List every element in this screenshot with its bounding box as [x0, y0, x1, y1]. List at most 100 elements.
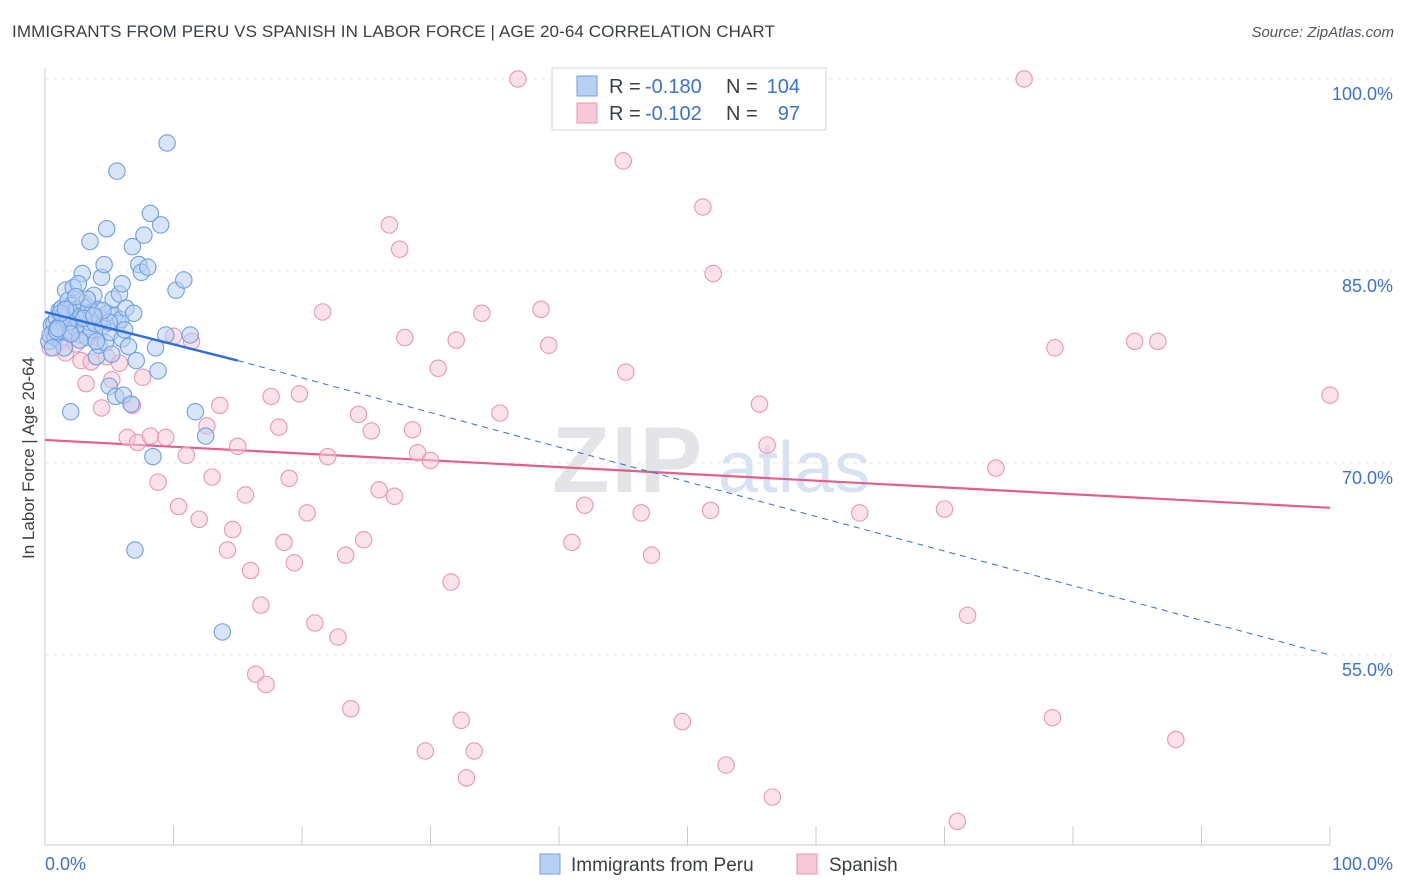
- point-peru: [43, 339, 62, 357]
- point-spanish: [457, 769, 476, 787]
- point-spanish: [1046, 339, 1064, 357]
- point-spanish: [190, 510, 208, 529]
- point-spanish: [750, 395, 769, 413]
- point-spanish: [408, 444, 427, 462]
- series-peru: [40, 134, 232, 641]
- point-peru: [149, 362, 167, 380]
- point-spanish: [396, 328, 414, 347]
- axes: [44, 68, 1331, 846]
- point-spanish: [92, 399, 111, 417]
- point-peru: [135, 226, 153, 244]
- point-peru: [139, 258, 157, 276]
- point-spanish: [318, 447, 337, 466]
- source-label: Source: ZipAtlas.com: [1251, 24, 1394, 41]
- legend-swatch-spanish: [576, 102, 598, 124]
- y-tick-label-100: 100.0%: [1332, 84, 1393, 104]
- point-spanish: [223, 520, 242, 539]
- legend-r-label-peru: R =: [609, 76, 641, 98]
- point-spanish: [694, 198, 712, 216]
- point-peru: [141, 204, 160, 223]
- point-peru: [124, 304, 143, 322]
- legend-r-value-peru: -0.180: [645, 76, 702, 98]
- point-spanish: [701, 501, 720, 520]
- point-spanish: [236, 486, 255, 504]
- point-spanish: [717, 756, 735, 774]
- legend-r-value-spanish: -0.102: [645, 103, 702, 125]
- point-peru: [97, 220, 116, 238]
- bottom-legend: Immigrants from Peru Spanish: [539, 853, 898, 876]
- bottom-legend-label-peru: Immigrants from Peru: [571, 855, 754, 876]
- point-spanish: [575, 496, 594, 514]
- point-spanish: [390, 240, 409, 258]
- point-spanish: [704, 264, 722, 283]
- point-spanish: [1015, 70, 1033, 88]
- point-spanish: [763, 788, 782, 806]
- point-spanish: [614, 152, 632, 170]
- point-spanish: [429, 359, 447, 378]
- point-spanish: [850, 504, 869, 522]
- point-spanish: [758, 436, 776, 454]
- x-tick-label-min: 0.0%: [45, 854, 86, 874]
- point-spanish: [673, 712, 692, 731]
- point-spanish: [1125, 332, 1144, 351]
- point-spanish: [354, 531, 373, 549]
- point-spanish: [370, 481, 388, 499]
- point-spanish: [149, 473, 167, 491]
- point-peru: [186, 403, 205, 421]
- trend-line-spanish: [44, 438, 1331, 509]
- point-peru: [175, 271, 193, 289]
- point-peru: [81, 232, 99, 251]
- trend-line-peru-dashed: [237, 360, 1331, 656]
- point-spanish: [329, 628, 347, 646]
- point-spanish: [1149, 332, 1167, 351]
- point-peru: [61, 403, 80, 421]
- point-spanish: [532, 300, 550, 319]
- y-tick-label-70: 70.0%: [1342, 468, 1393, 488]
- point-spanish: [563, 533, 581, 552]
- point-spanish: [177, 446, 196, 465]
- point-spanish: [241, 561, 260, 580]
- point-spanish: [133, 368, 152, 386]
- point-spanish: [421, 451, 440, 470]
- point-peru: [103, 345, 121, 363]
- y-tick-label-85: 85.0%: [1342, 276, 1393, 296]
- point-peru: [126, 541, 144, 559]
- stat-legend-box: [551, 67, 827, 131]
- point-spanish: [298, 504, 316, 522]
- point-spanish: [280, 469, 298, 488]
- point-peru: [151, 216, 170, 234]
- point-spanish: [385, 487, 404, 506]
- watermark-atlas: atlas: [718, 428, 870, 508]
- point-spanish: [211, 396, 229, 415]
- point-peru: [196, 427, 215, 445]
- bottom-legend-label-spanish: Spanish: [829, 855, 898, 876]
- point-spanish: [290, 385, 309, 403]
- point-spanish: [77, 374, 95, 393]
- point-spanish: [509, 70, 527, 88]
- trend-peru: [44, 310, 1331, 656]
- trend-line-peru-solid: [44, 310, 239, 362]
- point-spanish: [1167, 730, 1185, 749]
- series-spanish: [41, 70, 1339, 831]
- point-spanish: [642, 546, 661, 564]
- point-spanish: [252, 596, 270, 614]
- point-spanish: [632, 504, 650, 522]
- point-spanish: [1043, 708, 1062, 727]
- point-peru: [108, 162, 126, 180]
- point-spanish: [380, 216, 399, 234]
- point-peru: [158, 134, 176, 152]
- point-peru: [213, 623, 232, 641]
- legend-n-value-spanish: 97: [778, 103, 800, 125]
- point-spanish: [218, 541, 237, 559]
- point-spanish: [336, 546, 355, 564]
- legend-r-label-spanish: R =: [609, 103, 641, 125]
- point-spanish: [275, 533, 293, 552]
- watermark-zip: ZIP: [552, 407, 704, 512]
- point-spanish: [416, 742, 435, 760]
- trend-spanish: [44, 438, 1331, 509]
- point-peru: [87, 332, 106, 351]
- chart-title: IMMIGRANTS FROM PERU VS SPANISH IN LABOR…: [12, 22, 775, 41]
- point-spanish: [262, 387, 280, 406]
- point-spanish: [491, 404, 509, 422]
- point-peru: [144, 447, 162, 466]
